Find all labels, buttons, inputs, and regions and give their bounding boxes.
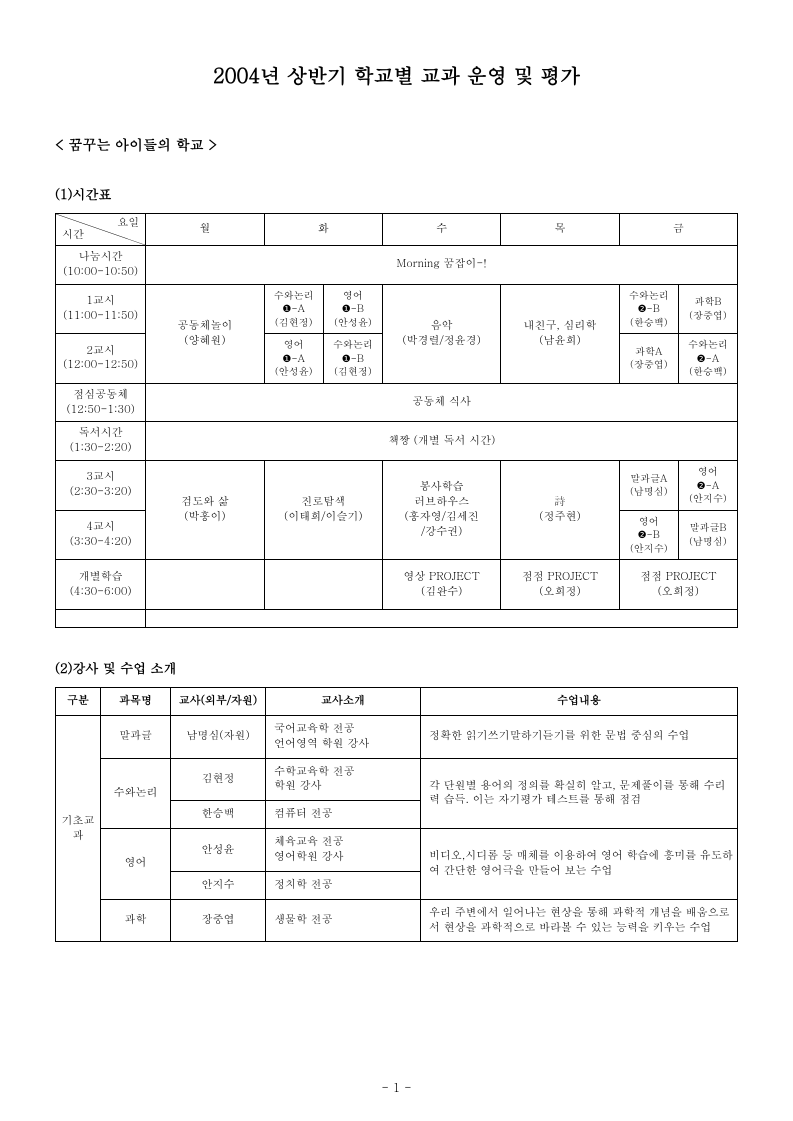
row-empty-label (56, 610, 146, 628)
cell-thu-5: 점점 PROJECT(오희정) (501, 560, 619, 610)
day-thu: 목 (501, 214, 619, 246)
t2-r4-teacher: 안성윤 (171, 829, 266, 872)
cell-fri3a: 말과글A(남명심) (619, 461, 678, 511)
diag-day: 요일 (117, 216, 139, 231)
t2-r6-intro: 생물학 전공 (266, 899, 421, 942)
t2-r1-subj: 말과글 (101, 715, 171, 758)
row-empty (146, 610, 738, 628)
cell-fri4a: 영어❷-B(안지수) (619, 510, 678, 560)
cell-fri2a: 과학A(장중엽) (619, 334, 678, 384)
row-read-label: 독서시간(1:30-2:20) (56, 422, 146, 461)
t2-h4: 교사소개 (266, 688, 421, 716)
cell-wed-12: 음악(박경렬/정윤경) (382, 284, 500, 383)
diag-time: 시간 (62, 228, 84, 243)
t2-r6-teacher: 장중엽 (171, 899, 266, 942)
t2-h1: 구분 (56, 688, 101, 716)
t2-h2: 과목명 (101, 688, 171, 716)
cell-fri3b: 영어❷-A(안지수) (678, 461, 737, 511)
timetable: 요일 시간 월 화 수 목 금 나눔시간(10:00-10:50) Mornin… (55, 213, 738, 628)
t2-h3: 교사(외부/자원) (171, 688, 266, 716)
cell-mon-34: 검도와 삶(박홍이) (146, 461, 264, 560)
row-share-text: Morning 꿈잡이-! (146, 246, 738, 285)
school-subtitle: < 꿈꾸는 아이들의 학교 > (55, 134, 738, 154)
t2-cat: 기초교과 (56, 715, 101, 941)
cell-fri2b: 수와논리❷-A(한승백) (678, 334, 737, 384)
cell-tue2b: 수와논리❶-B(김현정) (323, 334, 382, 384)
row-share-label: 나눔시간(10:00-10:50) (56, 246, 146, 285)
row-read-text: 책짱 (개별 독서 시간) (146, 422, 738, 461)
cell-thu-12: 내친구, 심리학(남윤희) (501, 284, 619, 383)
t2-r3-intro: 컴퓨터 전공 (266, 801, 421, 829)
t2-h5: 수업내용 (421, 688, 738, 716)
t2-r2-subj: 수와논리 (101, 758, 171, 829)
cell-wed-5: 영상 PROJECT(김완수) (382, 560, 500, 610)
day-mon: 월 (146, 214, 264, 246)
t2-r2-content: 각 단원별 용어의 정의를 확실히 알고, 문제풀이를 통해 수리력 습득. 이… (421, 758, 738, 829)
t2-r4-subj: 영어 (101, 829, 171, 900)
t2-r3-teacher: 한승백 (171, 801, 266, 829)
section-2-heading: (2)강사 및 수업 소개 (55, 658, 738, 677)
cell-wed-34: 봉사학습러브하우스(홍자영/김세진/강수권) (382, 461, 500, 560)
row-p2-label: 2교시(12:00-12:50) (56, 334, 146, 384)
teacher-table: 구분 과목명 교사(외부/자원) 교사소개 수업내용 기초교과 말과글 남명심(… (55, 687, 738, 942)
t2-r6-content: 우리 주변에서 일어나는 현상을 통해 과학적 개념을 배움으로서 현상을 과학… (421, 899, 738, 942)
t2-r5-intro: 정치학 전공 (266, 871, 421, 899)
t2-r1-intro: 국어교육학 전공언어영역 학원 강사 (266, 715, 421, 758)
t2-r1-content: 정확한 읽기쓰기말하기듣기를 위한 문법 중심의 수업 (421, 715, 738, 758)
cell-tue-5 (264, 560, 382, 610)
cell-tue2a: 영어❶-A(안성윤) (264, 334, 323, 384)
row-ind-label: 개별학습(4:30-6:00) (56, 560, 146, 610)
t2-r4-content: 비디오,시디롬 등 매체를 이용하여 영어 학습에 흥미를 유도하여 간단한 영… (421, 829, 738, 900)
cell-tue-34: 진로탐색(이태희/이슬기) (264, 461, 382, 560)
cell-mon-12: 공동체놀이(양혜원) (146, 284, 264, 383)
row-lunch-text: 공동체 식사 (146, 383, 738, 422)
cell-tue1a: 수와논리❶-A(김현정) (264, 284, 323, 334)
t2-r2-teacher: 김현정 (171, 758, 266, 801)
cell-mon-5 (146, 560, 264, 610)
cell-thu-34: 詩(정주현) (501, 461, 619, 560)
t2-r1-teacher: 남명심(자원) (171, 715, 266, 758)
t2-r4-intro: 체육교육 전공영어학원 강사 (266, 829, 421, 872)
section-1-heading: (1)시간표 (55, 184, 738, 203)
page-title: 2004년 상반기 학교별 교과 운영 및 평가 (55, 60, 738, 89)
day-wed: 수 (382, 214, 500, 246)
row-p3-label: 3교시(2:30-3:20) (56, 461, 146, 511)
cell-tue1b: 영어❶-B(안성윤) (323, 284, 382, 334)
cell-fri4b: 말과글B(남명심) (678, 510, 737, 560)
t2-r5-teacher: 안지수 (171, 871, 266, 899)
row-lunch-label: 점심공동체(12:50-1:30) (56, 383, 146, 422)
row-p4-label: 4교시(3:30-4:20) (56, 510, 146, 560)
row-p1-label: 1교시(11:00-11:50) (56, 284, 146, 334)
page-number: - 1 - (0, 1079, 793, 1096)
cell-fri-5: 점점 PROJECT(오희정) (619, 560, 737, 610)
t2-r2-intro: 수학교육학 전공학원 강사 (266, 758, 421, 801)
cell-fri1b: 과학B(장중엽) (678, 284, 737, 334)
t2-r6-subj: 과학 (101, 899, 171, 942)
day-fri: 금 (619, 214, 737, 246)
cell-fri1a: 수와논리❷-B(한승백) (619, 284, 678, 334)
timetable-diag-header: 요일 시간 (56, 214, 146, 246)
day-tue: 화 (264, 214, 382, 246)
